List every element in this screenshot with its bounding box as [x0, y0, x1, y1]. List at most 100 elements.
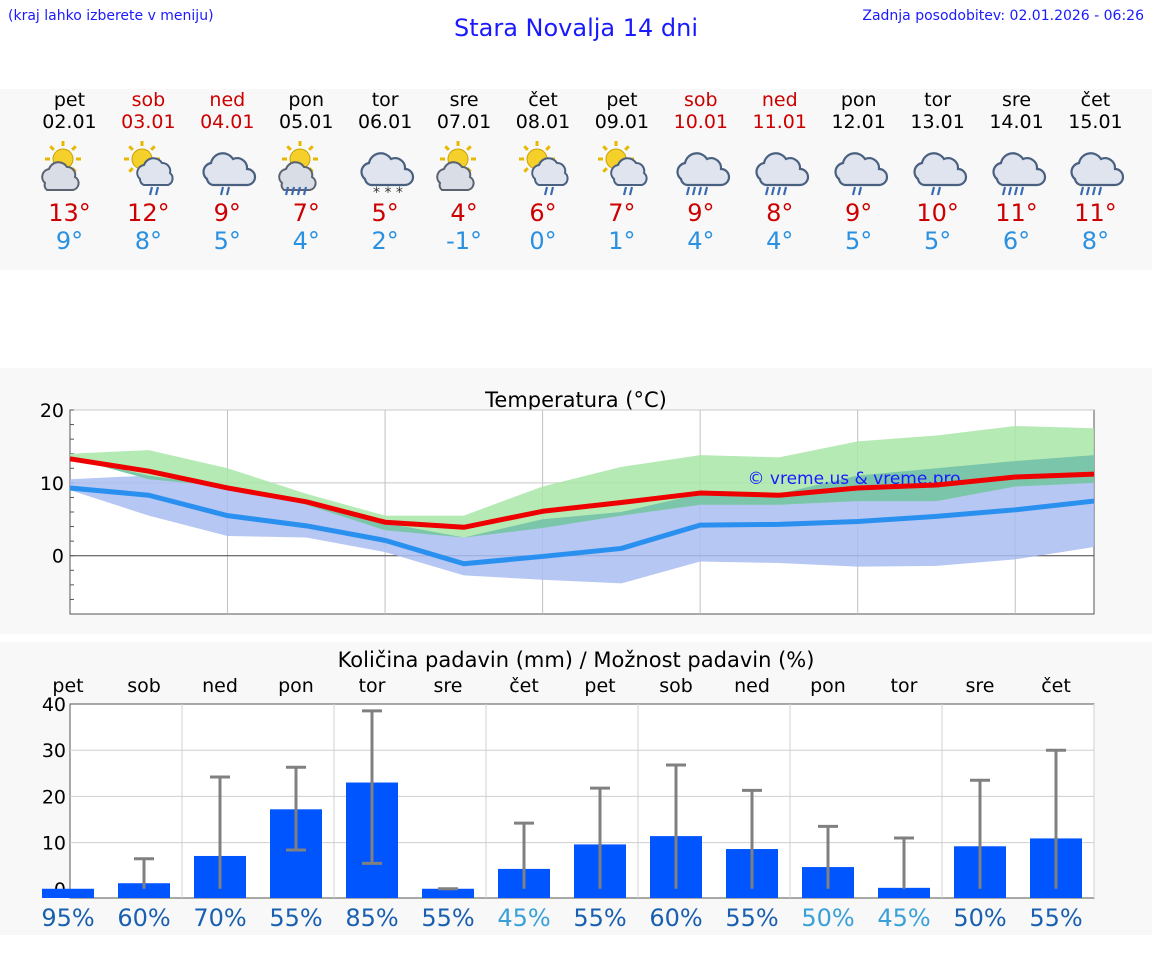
cloud-rain-icon [913, 152, 967, 196]
sun-cloud-heavy-rain-icon [278, 141, 319, 196]
cloud-heavy-rain-icon [676, 152, 730, 196]
precipitation-day-label: sre [434, 675, 463, 697]
precipitation-probability: 50% [801, 904, 854, 932]
forecast-day: pon 05.01 7° 4° [267, 89, 346, 269]
location-menu-hint[interactable]: (kraj lahko izberete v meniju) [8, 8, 214, 24]
day-name: sre [449, 89, 479, 111]
precipitation-day-label: pet [584, 675, 615, 697]
day-date: 11.01 [752, 111, 807, 133]
precipitation-probability: 55% [269, 904, 322, 932]
precipitation-day-label: čet [1041, 675, 1071, 697]
temp-max: 13° [48, 199, 91, 227]
forecast-day: tor 13.01 10° 5° [898, 89, 977, 269]
day-date: 14.01 [989, 111, 1044, 133]
day-name: ned [761, 89, 798, 111]
forecast-day: sre 14.01 11° 6° [977, 89, 1056, 269]
cloud-heavy-rain-icon [1070, 152, 1125, 196]
temp-max: 8° [766, 199, 794, 227]
precipitation-probability: 70% [193, 904, 246, 932]
temp-min: 4° [292, 227, 320, 255]
last-updated: Zadnja posodobitev: 02.01.2026 - 06:26 [862, 8, 1144, 24]
forecast-day: čet 08.01 6° 0° [504, 89, 583, 269]
sun-cloud-icon [436, 141, 477, 191]
day-name: ned [209, 89, 246, 111]
temp-max: 5° [371, 199, 399, 227]
forecast-day: ned 11.01 8° 4° [740, 89, 819, 269]
forecast-day: tor 06.01 * * * 5° 2° [346, 89, 425, 269]
day-date: 13.01 [910, 111, 965, 133]
temp-min: 9° [55, 227, 84, 255]
day-date: 09.01 [594, 111, 650, 133]
precipitation-probability: 55% [421, 904, 474, 932]
precipitation-probability: 55% [725, 904, 778, 932]
min-temperature-line [69, 485, 1095, 567]
day-date: 12.01 [831, 111, 886, 133]
max-temperature-line [69, 456, 1095, 530]
temp-max: 12° [127, 199, 170, 227]
temp-min: 4° [766, 227, 794, 255]
day-name: pet [53, 89, 86, 111]
day-date: 10.01 [673, 111, 729, 133]
temperature-chart-title: Temperatura (°C) [485, 388, 667, 412]
precipitation-bar [118, 883, 170, 898]
temp-min: 0° [529, 227, 557, 255]
precipitation-probability: 60% [117, 904, 170, 932]
day-date: 06.01 [357, 111, 413, 133]
day-name: sre [1002, 89, 1032, 111]
temp-min: 5° [923, 227, 952, 255]
day-name: pon [288, 89, 325, 111]
day-name: tor [924, 89, 952, 111]
precipitation-ytick-label: 30 [42, 740, 66, 762]
precipitation-probability: 55% [573, 904, 626, 932]
day-date: 05.01 [279, 111, 334, 133]
temp-max: 9° [845, 199, 873, 227]
cloud-rain-icon [834, 152, 888, 196]
day-name: čet [1080, 89, 1111, 111]
precipitation-day-label: ned [734, 675, 770, 697]
day-date: 04.01 [200, 111, 255, 133]
sun-cloud-rain-icon [597, 141, 648, 196]
temp-max: 4° [450, 199, 478, 227]
temp-min: 1° [608, 227, 636, 255]
day-date: 03.01 [121, 111, 176, 133]
temp-max: 11° [1074, 199, 1117, 227]
day-date: 15.01 [1068, 111, 1123, 133]
precipitation-probability: 55% [1029, 904, 1082, 932]
temperature-ytick-label: 0 [52, 546, 64, 568]
temperature-ytick-label: 20 [40, 400, 64, 422]
spacer-panel [0, 270, 1152, 365]
precipitation-day-label: sre [966, 675, 995, 697]
temperature-panel: Temperatura (°C) 20 10 0 © vreme.us & vreme… [0, 368, 1152, 634]
svg-text:* * *: * * * [373, 185, 403, 199]
day-date: 08.01 [515, 111, 571, 133]
cloud-heavy-rain-icon [755, 152, 809, 196]
temp-max: 7° [608, 199, 636, 227]
temp-min: 8° [134, 227, 163, 255]
precipitation-ytick-label: 10 [42, 833, 66, 855]
forecast-day: sob 10.01 9° 4° [661, 89, 740, 269]
temp-max: 10° [916, 199, 959, 227]
forecast-day: ned 04.01 9° 5° [188, 89, 267, 269]
forecast-day: pon 12.01 9° 5° [819, 89, 898, 269]
forecast-day: sre 07.01 4° -1° [425, 89, 504, 269]
page-title: Stara Novalja 14 dni [453, 14, 699, 42]
precipitation-day-label: sob [659, 675, 693, 697]
precipitation-panel: Količina padavin (mm) / Možnost padavin … [0, 642, 1152, 935]
precipitation-day-label: pon [278, 675, 314, 697]
precipitation-ytick-label: 40 [42, 694, 66, 716]
precipitation-day-label: tor [891, 675, 918, 697]
precipitation-day-label: tor [359, 675, 386, 697]
forecast-panel: pet 02.01 13° 9° sob 03.01 12° 8° ned 04.01 9° 5° po… [0, 89, 1152, 270]
precipitation-ytick-label: 20 [42, 786, 66, 808]
day-name: sob [131, 89, 166, 111]
cloud-snow-icon: * * * [360, 152, 415, 199]
temp-min: 5° [845, 227, 873, 255]
precipitation-probability: 45% [877, 904, 930, 932]
sun-cloud-icon [41, 141, 82, 191]
temp-max: 7° [292, 199, 320, 227]
temp-min: 6° [1002, 227, 1031, 255]
precipitation-chart: 403020100petsobnedpontorsrečetpetsobnedp… [41, 675, 1095, 932]
precipitation-day-label: sob [127, 675, 161, 697]
day-name: čet [528, 89, 558, 111]
temp-max: 6° [529, 199, 557, 227]
